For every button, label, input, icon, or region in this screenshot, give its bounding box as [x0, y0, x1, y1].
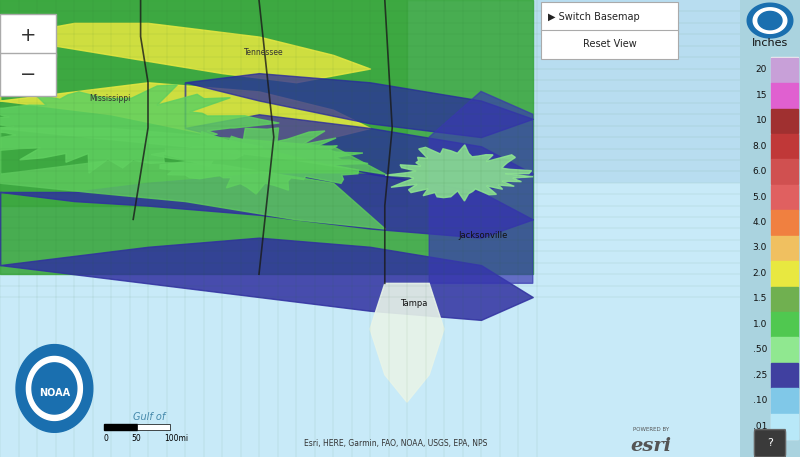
- Text: 5.0: 5.0: [753, 192, 767, 202]
- Text: .01: .01: [753, 421, 767, 430]
- Polygon shape: [370, 283, 444, 402]
- Text: 10: 10: [755, 116, 767, 125]
- Text: 6.0: 6.0: [753, 167, 767, 176]
- Text: 15: 15: [755, 91, 767, 100]
- Polygon shape: [26, 356, 82, 420]
- Bar: [771, 312, 798, 337]
- Bar: [771, 261, 798, 286]
- Text: Mississippi: Mississippi: [89, 94, 130, 102]
- FancyBboxPatch shape: [0, 14, 55, 57]
- Bar: [771, 83, 798, 108]
- Text: 3.0: 3.0: [753, 244, 767, 252]
- Text: .10: .10: [753, 396, 767, 405]
- Text: 0: 0: [104, 434, 109, 443]
- FancyBboxPatch shape: [541, 2, 678, 32]
- Text: 4.0: 4.0: [753, 218, 767, 227]
- Text: 50: 50: [131, 434, 141, 443]
- Bar: [0, 251, 740, 457]
- Bar: [771, 210, 798, 235]
- Polygon shape: [754, 8, 786, 33]
- Bar: [771, 58, 798, 83]
- Text: Jacksonville: Jacksonville: [459, 231, 508, 239]
- FancyBboxPatch shape: [754, 430, 786, 457]
- Text: ?: ?: [767, 438, 773, 448]
- Polygon shape: [32, 363, 77, 414]
- Text: 1.5: 1.5: [753, 294, 767, 303]
- Polygon shape: [0, 85, 279, 173]
- Text: POWERED BY: POWERED BY: [633, 427, 670, 432]
- FancyBboxPatch shape: [0, 53, 55, 96]
- Bar: [771, 57, 798, 439]
- Text: 1.0: 1.0: [753, 320, 767, 329]
- Polygon shape: [151, 128, 368, 194]
- Bar: [104, 424, 137, 430]
- Bar: [771, 414, 798, 439]
- Polygon shape: [747, 3, 793, 38]
- Polygon shape: [16, 345, 93, 432]
- Text: .50: .50: [753, 345, 767, 354]
- Polygon shape: [386, 145, 533, 201]
- Text: esri: esri: [630, 436, 672, 455]
- Text: Tennessee: Tennessee: [244, 48, 284, 57]
- Bar: [771, 287, 798, 312]
- Polygon shape: [429, 91, 533, 283]
- Text: Reset View: Reset View: [583, 39, 637, 49]
- Bar: [771, 108, 798, 133]
- Text: 2.0: 2.0: [753, 269, 767, 278]
- Text: Tampa: Tampa: [400, 299, 427, 308]
- Text: 8.0: 8.0: [753, 142, 767, 151]
- Text: +: +: [19, 26, 36, 45]
- Bar: [771, 236, 798, 260]
- Text: 20: 20: [756, 65, 767, 74]
- Text: ▶ Switch Basemap: ▶ Switch Basemap: [547, 12, 639, 22]
- Bar: [0, 0, 533, 274]
- Bar: [0, 0, 407, 206]
- Text: Gulf of: Gulf of: [133, 412, 166, 422]
- Text: Inches: Inches: [752, 38, 788, 48]
- Bar: [771, 134, 798, 159]
- Text: 100mi: 100mi: [164, 434, 189, 443]
- Bar: [771, 363, 798, 388]
- Bar: [771, 337, 798, 362]
- Text: Esri, HERE, Garmin, FAO, NOAA, USGS, EPA, NPS: Esri, HERE, Garmin, FAO, NOAA, USGS, EPA…: [304, 439, 487, 447]
- Bar: [771, 185, 798, 210]
- Bar: [333, 183, 740, 457]
- Text: −: −: [19, 65, 36, 84]
- Text: .25: .25: [753, 371, 767, 380]
- Bar: [771, 388, 798, 413]
- Bar: [771, 159, 798, 184]
- FancyBboxPatch shape: [541, 30, 678, 59]
- Polygon shape: [758, 11, 782, 30]
- Bar: [137, 424, 170, 430]
- Text: NOAA: NOAA: [39, 388, 70, 398]
